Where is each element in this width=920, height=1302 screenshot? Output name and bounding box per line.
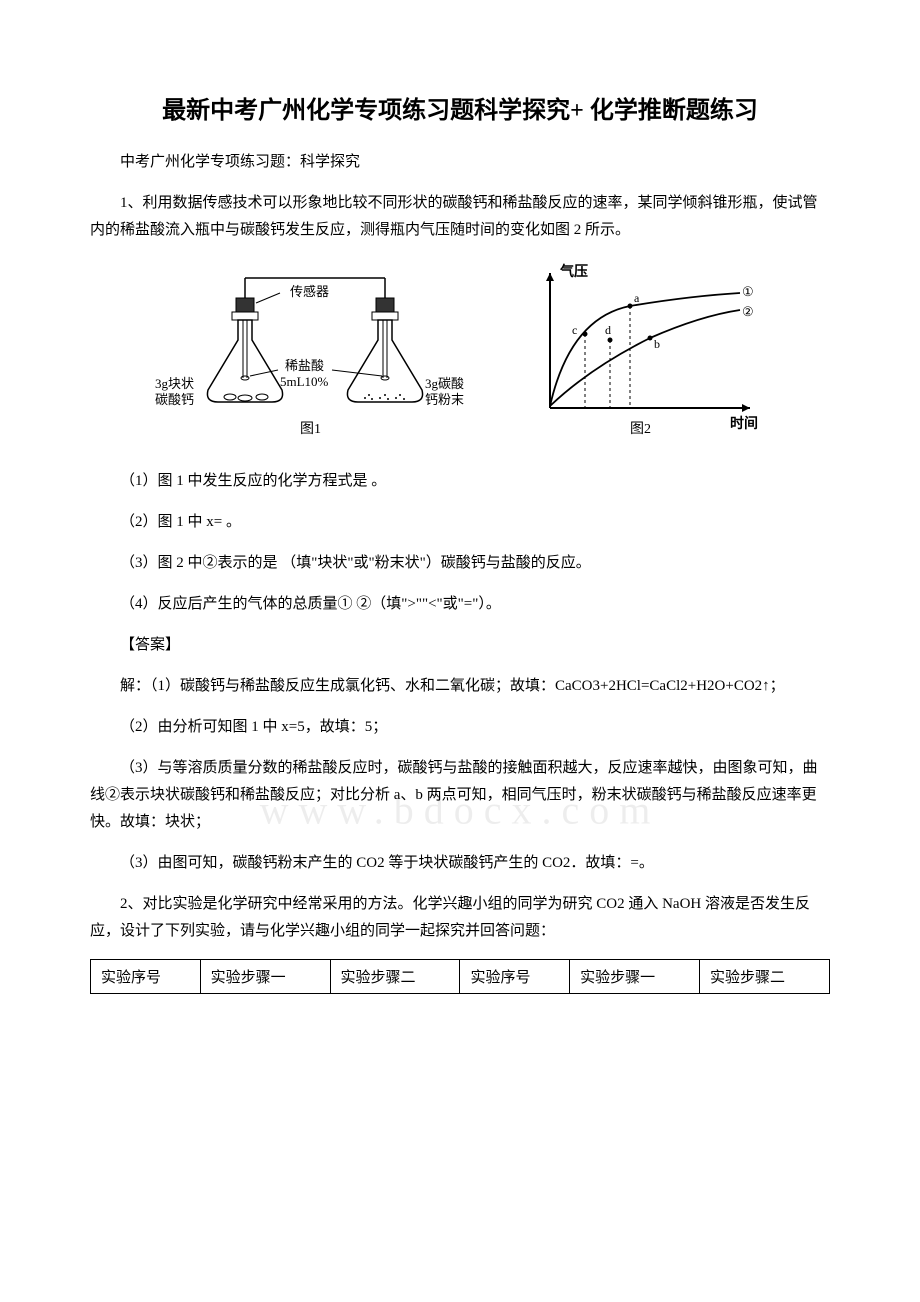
table-header-cell: 实验步骤一 [570, 960, 700, 994]
answer-3: （3）与等溶质质量分数的稀盐酸反应时，碳酸钙与盐酸的接触面积越大，反应速率越快，… [90, 755, 830, 836]
curve2-label: ② [742, 304, 754, 319]
fig2-caption: 图2 [630, 422, 651, 437]
flask-left-label-2: 碳酸钙 [155, 392, 194, 407]
answer-4: （3）由图可知，碳酸钙粉末产生的 CO2 等于块状碳酸钙产生的 CO2．故填：=… [90, 850, 830, 877]
document-page: 最新中考广州化学专项练习题科学探究+ 化学推断题练习 中考广州化学专项练习题：科… [0, 0, 920, 1034]
q2-stem: 2、对比实验是化学研究中经常采用的方法。化学兴趣小组的同学为研究 CO2 通入 … [90, 891, 830, 945]
figure-row: 传感器 [90, 258, 830, 448]
point-b: b [654, 337, 660, 351]
q1-sub4: （4）反应后产生的气体的总质量① ②（填">""<"或"="）。 [90, 591, 830, 618]
q1-sub2: （2）图 1 中 x= 。 [90, 509, 830, 536]
q1-stem: 1、利用数据传感技术可以形象地比较不同形状的碳酸钙和稀盐酸反应的速率，某同学倾斜… [90, 190, 830, 244]
answer-1: 解：（1）碳酸钙与稀盐酸反应生成氯化钙、水和二氧化碳；故填：CaCO3+2HCl… [90, 673, 830, 700]
figure-1: 传感器 [150, 258, 470, 448]
point-d: d [605, 323, 611, 337]
point-a: a [634, 291, 640, 305]
table-header-cell: 实验步骤一 [200, 960, 330, 994]
q1-sub1: （1）图 1 中发生反应的化学方程式是 。 [90, 468, 830, 495]
flask-left-label-1: 3g块状 [155, 376, 194, 391]
point-c: c [572, 323, 577, 337]
table-header-cell: 实验序号 [91, 960, 201, 994]
table-header-cell: 实验步骤二 [330, 960, 460, 994]
x-axis-label: 时间 [730, 415, 758, 432]
acid-label-2: 5mL10% [280, 374, 329, 389]
answer-2: （2）由分析可知图 1 中 x=5，故填：5； [90, 714, 830, 741]
figure-2: 采集信息 形成图像 气压 时间 ① ② a b c d [530, 258, 770, 448]
acid-label-1: 稀盐酸 [285, 358, 324, 373]
answer-header: 【答案】 [90, 632, 830, 659]
sensor-label: 传感器 [290, 284, 329, 299]
table-row: 实验序号 实验步骤一 实验步骤二 实验序号 实验步骤一 实验步骤二 [91, 960, 830, 994]
table-header-cell: 实验步骤二 [700, 960, 830, 994]
flask-right-label-2: 钙粉末 [425, 392, 464, 407]
flask-right-label-1: 3g碳酸 [425, 376, 464, 391]
intro-paragraph: 中考广州化学专项练习题：科学探究 [90, 149, 830, 176]
fig1-caption: 图1 [300, 422, 321, 437]
q1-sub3: （3）图 2 中②表示的是 （填"块状"或"粉末状"）碳酸钙与盐酸的反应。 [90, 550, 830, 577]
y-axis-label: 气压 [559, 263, 588, 280]
page-title: 最新中考广州化学专项练习题科学探究+ 化学推断题练习 [90, 90, 830, 125]
table-header-cell: 实验序号 [460, 960, 570, 994]
experiment-table: 实验序号 实验步骤一 实验步骤二 实验序号 实验步骤一 实验步骤二 [90, 959, 830, 994]
curve1-label: ① [742, 284, 754, 299]
